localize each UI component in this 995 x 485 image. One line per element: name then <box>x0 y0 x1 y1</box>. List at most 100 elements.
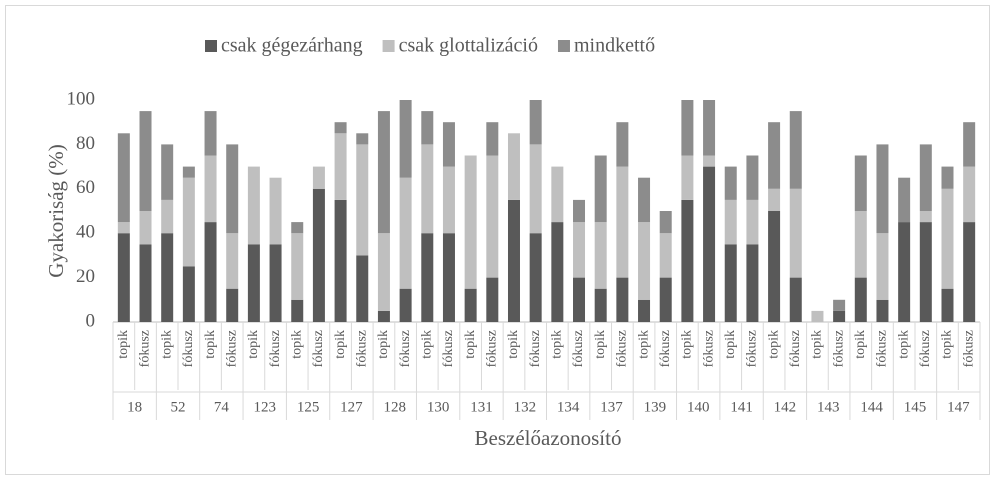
bar-segment <box>204 155 217 223</box>
bar-segment <box>486 122 499 156</box>
group-label: 128 <box>384 399 407 415</box>
bar-segment <box>377 233 390 311</box>
bar-segment <box>204 111 217 156</box>
x-tick-label: fókusz <box>701 330 716 367</box>
x-tick-label: fókusz <box>615 330 630 367</box>
x-tick-label: fókusz <box>745 330 760 367</box>
group-label: 140 <box>687 399 710 415</box>
x-tick-label: topik <box>896 330 911 359</box>
group-label: 142 <box>774 399 797 415</box>
bar-segment <box>356 255 369 322</box>
y-tick-label: 80 <box>76 133 95 154</box>
bar-segment <box>703 155 716 167</box>
x-tick-label: fókusz <box>831 330 846 367</box>
bar-segment <box>573 222 586 278</box>
bar-segment <box>486 277 499 322</box>
bar-segment <box>139 244 152 322</box>
x-tick-label: topik <box>940 330 955 359</box>
bar-segment <box>919 222 932 322</box>
group-label: 52 <box>171 399 186 415</box>
group-label: 127 <box>340 399 363 415</box>
bar-segment <box>182 177 195 267</box>
x-tick-label: fókusz <box>181 330 196 367</box>
y-tick-label: 40 <box>76 222 95 243</box>
bar-segment <box>659 277 672 322</box>
bar-segment <box>399 288 412 322</box>
bar-segment <box>312 166 325 189</box>
bar-segment <box>377 310 390 322</box>
bar-segment <box>182 266 195 322</box>
bar-segment <box>854 155 867 211</box>
bar-segment <box>811 310 824 322</box>
bar-segment <box>876 299 889 322</box>
x-tick-label: fókusz <box>918 330 933 367</box>
x-tick-label: fókusz <box>224 330 239 367</box>
bar-segment <box>247 244 260 322</box>
x-tick-label: topik <box>723 330 738 359</box>
x-tick-label: topik <box>289 330 304 359</box>
bar-segment <box>898 177 911 223</box>
bar-segment <box>161 233 174 322</box>
bar-segment <box>703 166 716 322</box>
legend-label: mindkettő <box>574 35 655 57</box>
y-tick-label: 20 <box>76 266 95 287</box>
bar-segment <box>963 166 976 223</box>
group-label: 18 <box>127 399 142 415</box>
bar-segment <box>724 244 737 322</box>
bar-segment <box>421 233 434 322</box>
bar-segment <box>963 122 976 167</box>
bar-segment <box>356 144 369 256</box>
bar-segment <box>291 299 304 322</box>
bar-segment <box>247 166 260 245</box>
bar-segment <box>204 222 217 322</box>
bar-segment <box>594 288 607 322</box>
legend-label: csak glottalizáció <box>399 35 538 57</box>
bar-segment <box>789 111 802 189</box>
x-tick-label: topik <box>593 330 608 359</box>
bar-segment <box>421 144 434 234</box>
bar-segment <box>876 233 889 300</box>
group-label: 145 <box>904 399 927 415</box>
legend-swatch <box>557 40 570 52</box>
bar-segment <box>746 199 759 245</box>
bar-segment <box>356 133 369 145</box>
bar-segment <box>161 144 174 200</box>
bar-segment <box>269 177 282 245</box>
x-tick-label: topik <box>810 330 825 359</box>
x-tick-label: topik <box>463 330 478 359</box>
bar-segment <box>117 133 130 223</box>
bar-segment <box>941 166 954 189</box>
x-tick-label: topik <box>766 330 781 359</box>
bar-segment <box>551 166 564 223</box>
bar-segment <box>486 155 499 278</box>
bar-segment <box>638 222 651 300</box>
x-tick-label: topik <box>116 330 131 359</box>
bar-segment <box>399 177 412 289</box>
bar-segment <box>226 144 239 234</box>
bar-segment <box>269 244 282 322</box>
bar-segment <box>703 100 716 156</box>
bar-segment <box>334 122 347 134</box>
x-tick-label: topik <box>636 330 651 359</box>
x-tick-label: fókusz <box>788 330 803 367</box>
group-label: 74 <box>214 399 230 415</box>
bar-segment <box>616 277 629 322</box>
x-tick-label: fókusz <box>441 330 456 367</box>
x-tick-label: topik <box>506 330 521 359</box>
x-tick-label: topik <box>203 330 218 359</box>
x-tick-label: fókusz <box>311 330 326 367</box>
bar-segment <box>117 222 130 234</box>
bar-segment <box>507 199 520 322</box>
bar-segment <box>161 199 174 234</box>
bar-segment <box>182 166 195 178</box>
bar-segment <box>507 133 520 200</box>
bar-segment <box>768 188 781 211</box>
x-tick-label: fókusz <box>138 330 153 367</box>
bar-segment <box>334 133 347 200</box>
group-label: 134 <box>557 399 580 415</box>
bar-segment <box>724 199 737 245</box>
group-label: 131 <box>470 399 493 415</box>
bar-segment <box>312 188 325 322</box>
x-axis-title: Beszélőazonosító <box>475 426 622 450</box>
x-tick-label: fókusz <box>571 330 586 367</box>
